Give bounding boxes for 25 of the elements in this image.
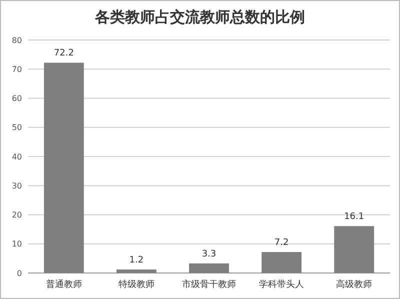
y-tick-label: 50: [12, 123, 22, 132]
bar: [116, 270, 156, 273]
y-tick-label: 40: [12, 152, 22, 162]
data-label: 3.3: [202, 249, 216, 260]
bar: [262, 252, 302, 273]
data-label: 16.1: [344, 212, 364, 222]
data-label: 1.2: [129, 256, 144, 266]
y-tick-label: 10: [12, 240, 22, 249]
x-tick-label: 高级教师: [336, 279, 372, 290]
data-label: 72.2: [54, 48, 74, 59]
y-tick-label: 80: [12, 36, 22, 45]
y-tick-label: 20: [12, 210, 22, 220]
data-label: 7.2: [274, 238, 289, 248]
x-tick-label: 学科带头人: [259, 279, 304, 290]
y-tick-label: 30: [12, 181, 22, 190]
chart-title: 各类教师占交流教师总数的比例: [94, 8, 305, 26]
x-tick-label: 特级教师: [118, 279, 154, 290]
y-tick-label: 70: [12, 64, 22, 74]
x-tick-label: 市级骨干教师: [182, 279, 236, 290]
bar: [189, 263, 229, 273]
y-tick-label: 0: [16, 268, 22, 278]
y-tick-label: 60: [12, 94, 22, 104]
bar: [334, 226, 374, 273]
x-tick-label: 普通教师: [46, 279, 82, 290]
bar: [44, 62, 84, 273]
